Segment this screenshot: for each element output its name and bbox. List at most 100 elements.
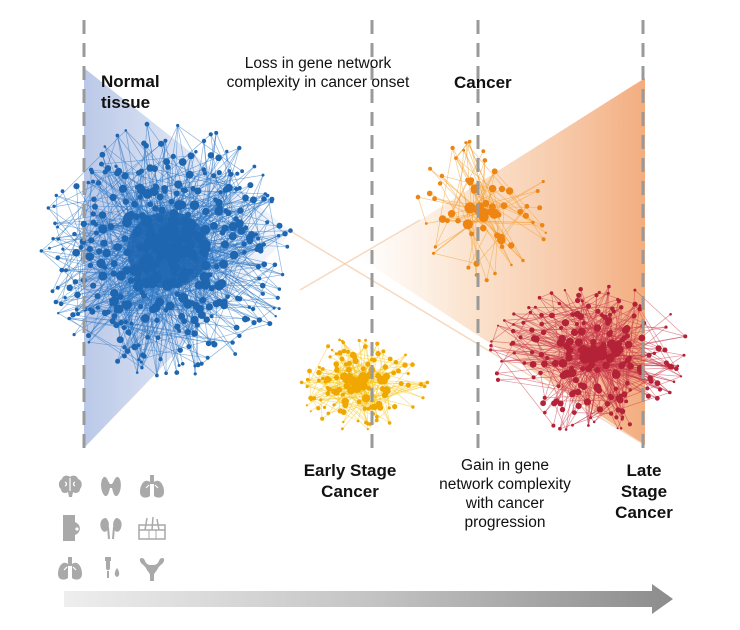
network-node xyxy=(141,277,152,289)
network-node xyxy=(202,207,210,215)
network-node xyxy=(116,270,126,281)
network-node xyxy=(522,361,527,365)
network-node xyxy=(619,427,623,430)
network-node xyxy=(439,173,445,179)
network-node xyxy=(305,384,309,389)
network-node xyxy=(110,289,119,298)
network-node xyxy=(598,344,607,353)
network-node xyxy=(593,324,602,332)
network-node xyxy=(253,232,259,237)
network-node xyxy=(184,328,191,336)
network-node xyxy=(277,307,281,311)
network-edge xyxy=(367,407,390,430)
network-node xyxy=(415,194,421,200)
network-node xyxy=(521,320,526,325)
network-node xyxy=(255,264,261,270)
network-edge xyxy=(553,403,567,430)
network-node xyxy=(594,367,601,373)
network-node xyxy=(482,199,490,208)
network-node xyxy=(438,215,447,223)
network-node xyxy=(328,355,332,359)
network-node xyxy=(531,220,535,225)
network-edge xyxy=(92,172,118,182)
brain-icon xyxy=(58,475,82,497)
network-node xyxy=(158,357,163,362)
network-node xyxy=(250,196,257,204)
network-node xyxy=(545,356,550,360)
network-node xyxy=(59,267,65,273)
network-node xyxy=(191,330,198,337)
network-node xyxy=(152,205,159,212)
network-edge xyxy=(208,234,257,344)
network-node xyxy=(309,410,312,413)
network-node xyxy=(195,362,201,368)
network-node xyxy=(338,338,341,342)
network-node xyxy=(215,298,224,307)
network-node xyxy=(607,393,613,399)
network-node xyxy=(180,224,193,237)
network-node xyxy=(655,345,662,352)
network-node xyxy=(95,180,102,186)
network-node xyxy=(654,380,661,387)
network-node xyxy=(165,164,171,170)
network-node xyxy=(529,361,537,368)
network-node xyxy=(668,390,672,395)
network-edge xyxy=(210,134,221,208)
network-node xyxy=(421,396,425,400)
network-node xyxy=(462,148,466,152)
network-node xyxy=(98,211,107,219)
network-node xyxy=(91,196,97,202)
network-edge xyxy=(320,394,385,401)
network-node xyxy=(272,262,278,268)
network-node xyxy=(575,402,582,410)
network-node xyxy=(511,328,516,334)
connector-line-upper xyxy=(291,231,643,444)
network-node xyxy=(202,276,210,285)
network-node xyxy=(161,185,169,192)
loss-complexity-label-line1: Loss in gene network xyxy=(244,55,392,72)
network-node xyxy=(162,246,174,258)
network-node xyxy=(228,171,234,177)
network-edge xyxy=(468,142,499,215)
network-node xyxy=(334,352,338,356)
network-node xyxy=(237,333,242,338)
network-node xyxy=(323,405,327,409)
network-node xyxy=(72,279,79,285)
network-node xyxy=(648,378,654,384)
network-node xyxy=(406,371,410,376)
network-node xyxy=(260,291,265,296)
network-node xyxy=(556,384,561,389)
network-edge xyxy=(89,308,208,359)
network-node xyxy=(117,293,124,300)
network-node xyxy=(664,325,668,329)
network-node xyxy=(540,400,546,407)
network-node xyxy=(482,158,488,163)
network-node xyxy=(88,307,92,312)
network-node xyxy=(137,194,143,200)
network-node xyxy=(109,193,117,201)
network-edge xyxy=(48,130,127,209)
network-node xyxy=(596,406,604,413)
network-edge xyxy=(180,271,196,374)
network-node xyxy=(602,314,608,320)
network-node xyxy=(633,288,637,292)
network-node xyxy=(130,264,143,277)
network-edge xyxy=(371,369,425,387)
network-node xyxy=(261,261,268,268)
network-node xyxy=(122,345,127,350)
network-edge xyxy=(228,187,286,234)
network-edge xyxy=(572,397,619,426)
network-node xyxy=(342,420,345,424)
network-node xyxy=(122,217,132,228)
network-node xyxy=(202,171,208,176)
network-node xyxy=(375,414,379,419)
network-node xyxy=(230,340,235,345)
network-node xyxy=(362,406,367,411)
network-node xyxy=(136,343,141,348)
network-edge xyxy=(363,346,366,369)
network-node xyxy=(484,278,489,283)
network-node xyxy=(619,305,624,310)
network-node xyxy=(333,361,340,367)
normal-tissue-network xyxy=(39,121,293,378)
network-node xyxy=(52,204,56,208)
